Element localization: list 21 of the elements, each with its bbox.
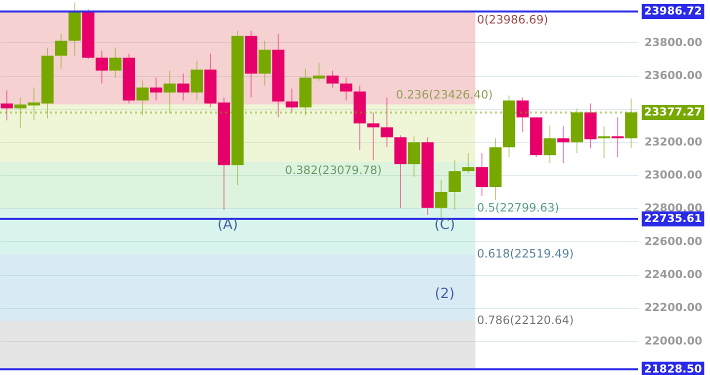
annotation: (C) (434, 216, 456, 233)
band-label: 0.786(22120.64) (477, 312, 574, 327)
band-label: 0.618(22519.49) (477, 246, 574, 261)
y-tick-label: 23600.00 (644, 69, 703, 82)
ref-line-label: 21828.50 (644, 362, 702, 375)
annotation: (2) (434, 286, 455, 302)
ref-line-label: 23377.27 (644, 106, 702, 119)
y-tick-label: 22600.00 (644, 234, 703, 248)
band-label: 0.236(23426.40) (396, 87, 493, 102)
annotation: (A) (218, 216, 238, 233)
band-label: 0.5(22799.63) (477, 200, 560, 214)
y-tick-label: 23000.00 (644, 168, 703, 182)
y-tick-label: 22200.00 (644, 301, 703, 314)
band-label: 0.382(23079.78) (285, 162, 382, 177)
ref-line-label: 23986.72 (644, 4, 702, 18)
band-label: 0(23986.69) (477, 12, 548, 26)
y-tick-label: 23800.00 (644, 36, 703, 49)
y-tick-label: 22400.00 (644, 268, 703, 282)
y-tick-label: 23200.00 (644, 135, 703, 148)
ref-line-label: 22735.61 (644, 212, 702, 225)
y-tick-label: 22000.00 (644, 334, 703, 348)
